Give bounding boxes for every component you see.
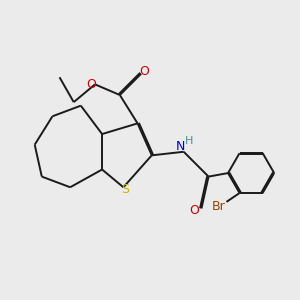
Text: O: O	[86, 78, 96, 91]
Text: O: O	[140, 65, 150, 79]
Text: Br: Br	[212, 200, 225, 213]
Text: N: N	[176, 140, 186, 153]
Text: H: H	[185, 136, 193, 146]
Text: S: S	[122, 183, 130, 196]
Text: O: O	[189, 204, 199, 217]
